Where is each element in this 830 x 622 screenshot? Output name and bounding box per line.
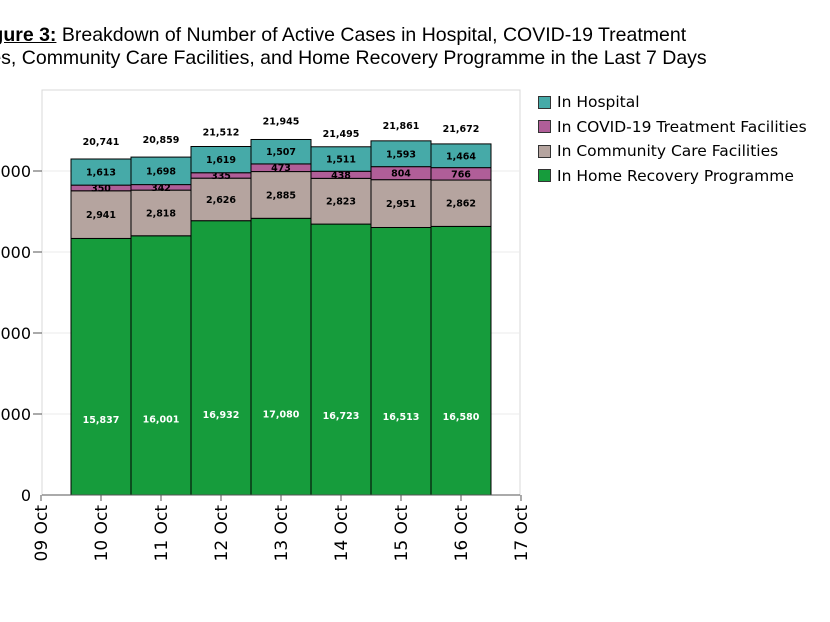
- bar-segment-community: [130, 189, 192, 237]
- bar-segment-home: [430, 225, 492, 496]
- title-line-1: igure 3: Breakdown of Number of Active C…: [0, 24, 830, 47]
- data-label-hospital: 1,507: [266, 147, 296, 158]
- x-tick-label: 14 Oct: [332, 505, 352, 562]
- total-label: 20,741: [83, 137, 120, 148]
- data-label-community: 2,818: [146, 208, 176, 219]
- data-label-home: 16,723: [323, 411, 360, 422]
- x-tick-label: 17 Oct: [512, 505, 532, 562]
- data-label-community: 2,885: [266, 190, 296, 201]
- legend-swatch-hospital: [538, 95, 551, 109]
- bar-segment-home: [70, 237, 132, 496]
- x-tick-label: 16 Oct: [452, 505, 472, 562]
- total-label: 21,672: [443, 124, 480, 135]
- bar-segment-home: [130, 235, 192, 496]
- bar-segment-hospital: [70, 158, 132, 186]
- y-tick-label: 000: [0, 324, 31, 343]
- x-tick-label: 12 Oct: [212, 505, 232, 562]
- bar-segment-home: [370, 226, 432, 496]
- data-label-treatment: 473: [271, 163, 291, 174]
- legend-label-treatment: In COVID-19 Treatment Facilities: [557, 117, 807, 136]
- data-label-community: 2,941: [86, 210, 116, 221]
- x-tick-label: 11 Oct: [152, 505, 172, 562]
- data-label-home: 16,580: [443, 412, 480, 423]
- bar-segment-hospital: [370, 140, 432, 168]
- title-line-2: ies, Community Care Facilities, and Home…: [0, 47, 707, 69]
- data-label-hospital: 1,619: [206, 155, 236, 166]
- bar-segment-hospital: [190, 146, 252, 174]
- data-label-community: 2,823: [326, 197, 356, 208]
- data-label-treatment: 438: [331, 170, 351, 181]
- bar-segment-community: [190, 177, 252, 222]
- y-tick-label: 000: [0, 243, 31, 262]
- data-label-treatment: 335: [211, 171, 231, 182]
- data-label-home: 15,837: [83, 415, 120, 426]
- title-line-1-text: Breakdown of Number of Active Cases in H…: [56, 24, 687, 46]
- chart-title: igure 3: Breakdown of Number of Active C…: [0, 24, 830, 70]
- data-label-treatment: 804: [391, 169, 411, 180]
- total-label: 20,859: [143, 135, 180, 146]
- data-label-treatment: 766: [451, 169, 471, 180]
- data-label-community: 2,862: [446, 199, 476, 210]
- legend-swatch-home: [538, 169, 551, 183]
- legend-label-home: In Home Recovery Programme: [557, 166, 794, 185]
- data-label-treatment: 350: [91, 183, 111, 194]
- bar-segment-hospital: [430, 143, 492, 169]
- data-label-hospital: 1,464: [446, 151, 476, 162]
- legend-item-home: In Home Recovery Programme: [538, 164, 807, 189]
- figure-label: igure 3:: [0, 24, 57, 46]
- legend-swatch-treatment: [538, 120, 551, 134]
- y-tick-label: 0: [21, 486, 31, 505]
- bar-segment-community: [430, 179, 492, 227]
- bar-segment-home: [310, 223, 372, 496]
- legend-label-hospital: In Hospital: [557, 93, 640, 112]
- data-label-treatment: 342: [151, 183, 171, 194]
- x-tick-label: 10 Oct: [92, 505, 112, 562]
- bar-segment-community: [250, 171, 312, 219]
- legend-label-community: In Community Care Facilities: [557, 142, 779, 161]
- data-label-community: 2,951: [386, 199, 416, 210]
- bar-segment-community: [370, 179, 432, 228]
- total-label: 21,861: [383, 121, 420, 132]
- data-label-home: 16,932: [203, 410, 240, 421]
- data-label-home: 16,513: [383, 412, 420, 423]
- total-label: 21,945: [263, 116, 300, 127]
- bar-segment-home: [250, 217, 312, 496]
- total-label: 21,495: [323, 129, 360, 140]
- data-label-home: 17,080: [263, 410, 300, 421]
- data-label-hospital: 1,511: [326, 155, 356, 166]
- legend-swatch-community: [538, 144, 551, 158]
- total-label: 21,512: [203, 128, 240, 139]
- legend-item-hospital: In Hospital: [538, 90, 807, 115]
- x-tick-label: 13 Oct: [272, 505, 292, 562]
- data-label-hospital: 1,698: [146, 166, 176, 177]
- legend: In Hospital In COVID-19 Treatment Facili…: [538, 90, 807, 188]
- x-tick-label: 09 Oct: [32, 505, 52, 562]
- legend-item-community: In Community Care Facilities: [538, 139, 807, 164]
- x-tick-label: 15 Oct: [392, 505, 412, 562]
- data-label-hospital: 1,593: [386, 149, 416, 160]
- legend-item-treatment: In COVID-19 Treatment Facilities: [538, 115, 807, 140]
- data-label-community: 2,626: [206, 195, 236, 206]
- bar-segment-hospital: [250, 138, 312, 165]
- y-tick-label: 000: [0, 405, 31, 424]
- bar-segment-hospital: [130, 156, 192, 186]
- bar-segment-home: [190, 220, 252, 496]
- y-tick-label: 000: [0, 162, 31, 181]
- data-label-home: 16,001: [143, 414, 180, 425]
- data-label-hospital: 1,613: [86, 168, 116, 179]
